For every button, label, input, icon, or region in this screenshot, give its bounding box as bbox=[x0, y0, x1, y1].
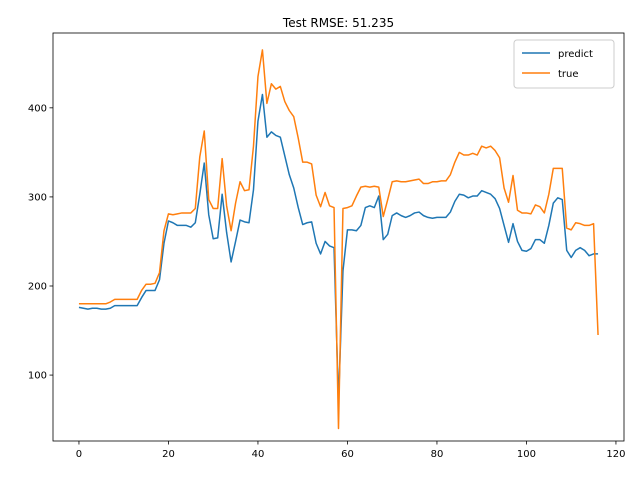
chart-title: Test RMSE: 51.235 bbox=[282, 16, 394, 30]
series-line-true bbox=[78, 49, 599, 430]
series-lines bbox=[78, 49, 599, 430]
y-tick-label: 400 bbox=[28, 103, 47, 114]
x-axis: 0 20 40 60 80 100 120 bbox=[76, 441, 625, 460]
legend-label-true: true bbox=[558, 69, 579, 80]
legend-box bbox=[513, 39, 615, 89]
x-tick-label: 0 bbox=[76, 449, 82, 460]
y-tick-label: 100 bbox=[28, 371, 47, 382]
x-tick-label: 60 bbox=[341, 449, 354, 460]
x-tick-label: 120 bbox=[606, 449, 625, 460]
plot-area-frame bbox=[52, 32, 625, 442]
x-tick-label: 20 bbox=[162, 449, 175, 460]
series-line-predict bbox=[78, 93, 599, 403]
x-tick-label: 40 bbox=[252, 449, 265, 460]
x-tick-label: 100 bbox=[517, 449, 536, 460]
y-tick-label: 200 bbox=[28, 281, 47, 292]
legend-label-predict: predict bbox=[558, 49, 593, 60]
y-tick-label: 300 bbox=[28, 192, 47, 203]
legend: predict true bbox=[513, 39, 615, 89]
y-axis: 100 200 300 400 bbox=[28, 103, 53, 382]
x-tick-label: 80 bbox=[431, 449, 444, 460]
